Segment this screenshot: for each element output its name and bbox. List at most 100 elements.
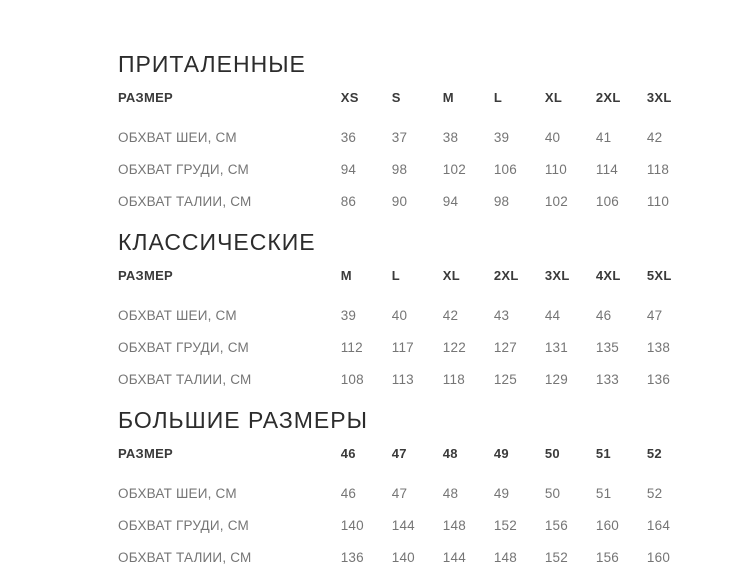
cell-value: 133: [595, 372, 619, 387]
cell-value: 148: [493, 550, 517, 565]
row-label: ОБХВАТ ТАЛИИ, СМ: [118, 550, 252, 565]
cell-value: 39: [493, 130, 510, 145]
cell-value: 98: [391, 162, 408, 177]
cell-value: 44: [544, 308, 561, 323]
table-row-waist: ОБХВАТ ТАЛИИ, СМ 86 90 94 98 102 106 110: [118, 194, 698, 226]
size-column-header: 49: [493, 446, 509, 461]
cell-value: 94: [442, 194, 459, 209]
cell-value: 144: [391, 518, 415, 533]
cell-value: 42: [442, 308, 459, 323]
cell-value: 122: [442, 340, 466, 355]
size-column-header: XL: [544, 90, 563, 105]
cell-value: 152: [544, 550, 568, 565]
table-row-waist: ОБХВАТ ТАЛИИ, СМ 108 113 118 125 129 133…: [118, 372, 698, 404]
cell-value: 156: [544, 518, 568, 533]
cell-value: 136: [340, 550, 364, 565]
row-label: ОБХВАТ ГРУДИ, СМ: [118, 340, 249, 355]
size-header-label: РАЗМЕР: [118, 90, 174, 105]
size-column-header: 3XL: [544, 268, 570, 283]
size-table-fitted: РАЗМЕР XS S M L XL 2XL 3XL ОБХВАТ ШЕИ, С…: [118, 90, 698, 226]
cell-value: 135: [595, 340, 619, 355]
cell-value: 43: [493, 308, 510, 323]
cell-value: 144: [442, 550, 466, 565]
cell-value: 94: [340, 162, 357, 177]
cell-value: 40: [391, 308, 408, 323]
cell-value: 38: [442, 130, 459, 145]
size-column-header: 46: [340, 446, 356, 461]
section-classic: КЛАССИЧЕСКИЕ РАЗМЕР M L XL 2XL 3XL 4XL 5…: [118, 228, 743, 404]
cell-value: 152: [493, 518, 517, 533]
cell-value: 41: [595, 130, 612, 145]
row-label: ОБХВАТ ШЕИ, СМ: [118, 486, 237, 501]
cell-value: 129: [544, 372, 568, 387]
cell-value: 160: [595, 518, 619, 533]
table-row-neck: ОБХВАТ ШЕИ, СМ 46 47 48 49 50 51 52: [118, 486, 698, 518]
table-header-row: РАЗМЕР 46 47 48 49 50 51 52: [118, 446, 698, 486]
size-column-header: 47: [391, 446, 407, 461]
table-row-neck: ОБХВАТ ШЕИ, СМ 36 37 38 39 40 41 42: [118, 130, 698, 162]
size-column-header: 4XL: [595, 268, 621, 283]
row-label: ОБХВАТ ГРУДИ, СМ: [118, 518, 249, 533]
cell-value: 50: [544, 486, 561, 501]
size-column-header: L: [493, 90, 503, 105]
cell-value: 131: [544, 340, 568, 355]
table-header-row: РАЗМЕР XS S M L XL 2XL 3XL: [118, 90, 698, 130]
cell-value: 42: [646, 130, 663, 145]
size-column-header: 2XL: [493, 268, 519, 283]
cell-value: 125: [493, 372, 517, 387]
size-table-classic: РАЗМЕР M L XL 2XL 3XL 4XL 5XL ОБХВАТ ШЕИ…: [118, 268, 698, 404]
section-large: БОЛЬШИЕ РАЗМЕРЫ РАЗМЕР 46 47 48 49 50 51…: [118, 406, 743, 581]
cell-value: 140: [340, 518, 364, 533]
cell-value: 51: [595, 486, 612, 501]
table-row-waist: ОБХВАТ ТАЛИИ, СМ 136 140 144 148 152 156…: [118, 550, 698, 581]
size-column-header: L: [391, 268, 400, 283]
size-column-header: 48: [442, 446, 458, 461]
cell-value: 47: [646, 308, 663, 323]
cell-value: 36: [340, 130, 357, 145]
section-title-large: БОЛЬШИЕ РАЗМЕРЫ: [118, 407, 368, 433]
size-column-header: M: [340, 268, 352, 283]
cell-value: 86: [340, 194, 357, 209]
size-column-header: 5XL: [646, 268, 672, 283]
section-title-fitted: ПРИТАЛЕННЫЕ: [118, 51, 306, 77]
cell-value: 47: [391, 486, 408, 501]
size-column-header: XS: [340, 90, 359, 105]
size-header-label: РАЗМЕР: [118, 446, 174, 461]
cell-value: 112: [340, 340, 363, 355]
row-label: ОБХВАТ ШЕИ, СМ: [118, 308, 237, 323]
size-column-header: 51: [595, 446, 611, 461]
cell-value: 160: [646, 550, 671, 565]
size-column-header: S: [391, 90, 401, 105]
cell-value: 140: [391, 550, 415, 565]
cell-value: 148: [442, 518, 466, 533]
size-column-header: 50: [544, 446, 560, 461]
cell-value: 127: [493, 340, 517, 355]
row-label: ОБХВАТ ГРУДИ, СМ: [118, 162, 249, 177]
cell-value: 164: [646, 518, 671, 533]
size-column-header: XL: [442, 268, 460, 283]
size-table-large: РАЗМЕР 46 47 48 49 50 51 52 ОБХВАТ ШЕИ, …: [118, 446, 698, 581]
cell-value: 110: [646, 194, 670, 209]
cell-value: 40: [544, 130, 561, 145]
cell-value: 118: [442, 372, 465, 387]
table-row-chest: ОБХВАТ ГРУДИ, СМ 112 117 122 127 131 135…: [118, 340, 698, 372]
cell-value: 110: [544, 162, 567, 177]
cell-value: 102: [544, 194, 568, 209]
cell-value: 117: [391, 340, 414, 355]
cell-value: 138: [646, 340, 671, 355]
cell-value: 39: [340, 308, 357, 323]
row-label: ОБХВАТ ТАЛИИ, СМ: [118, 372, 252, 387]
cell-value: 114: [595, 162, 618, 177]
cell-value: 46: [595, 308, 612, 323]
cell-value: 90: [391, 194, 408, 209]
row-label: ОБХВАТ ШЕИ, СМ: [118, 130, 237, 145]
cell-value: 52: [646, 486, 663, 501]
section-title-classic: КЛАССИЧЕСКИЕ: [118, 229, 316, 255]
cell-value: 98: [493, 194, 510, 209]
cell-value: 102: [442, 162, 466, 177]
size-column-header: M: [442, 90, 454, 105]
cell-value: 46: [340, 486, 357, 501]
row-label: ОБХВАТ ТАЛИИ, СМ: [118, 194, 252, 209]
cell-value: 48: [442, 486, 459, 501]
